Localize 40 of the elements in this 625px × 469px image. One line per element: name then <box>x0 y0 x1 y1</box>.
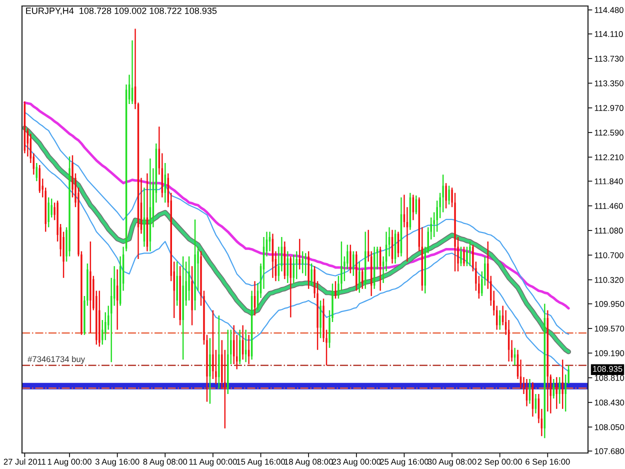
y-tick-label: 110.320 <box>594 276 624 283</box>
x-tick-label: 25 Aug 16:00 <box>380 458 428 466</box>
x-tick-label: 27 Jul 2011 <box>4 458 46 465</box>
x-tick-label: 23 Aug 00:00 <box>332 458 381 466</box>
candlestick <box>514 348 516 366</box>
y-tick-label: 112.970 <box>594 105 624 111</box>
y-tick-label: 114.110 <box>594 31 623 37</box>
y-tick-label: 108.810 <box>594 374 624 381</box>
x-tick-label: 15 Aug 16:00 <box>236 458 286 466</box>
y-tick-label: 109.570 <box>594 326 624 332</box>
x-tick-label: 11 Aug 00:00 <box>189 458 237 466</box>
y-tick-label: 109.950 <box>594 300 624 307</box>
y-tick-label: 107.680 <box>594 448 624 454</box>
x-tick-label: 8 Aug 08:00 <box>143 458 188 466</box>
y-tick-label: 108.050 <box>594 424 624 430</box>
y-tick-label: 108.430 <box>594 400 624 406</box>
y-tick-label: 109.190 <box>594 350 624 356</box>
line-series <box>24 144 570 372</box>
y-tick-label: 111.460 <box>594 203 623 209</box>
x-tick-label: 2 Sep 00:00 <box>478 458 522 466</box>
y-tick-label: 113.730 <box>594 56 624 62</box>
y-tick-label: 112.210 <box>594 154 624 160</box>
ref-line-label: #73461734 buy <box>28 356 85 364</box>
y-tick-label: 113.350 <box>594 80 624 86</box>
candlestick <box>131 40 134 104</box>
x-tick-label: 30 Aug 08:00 <box>428 458 476 466</box>
text: 108.935 <box>593 366 622 372</box>
x-tick-label: 1 Aug 00:00 <box>48 458 92 466</box>
y-tick-label: 112.590 <box>594 130 624 136</box>
y-tick-label: 110.700 <box>594 252 624 258</box>
y-tick-label: 111.080 <box>594 228 623 234</box>
candlestick <box>244 330 247 362</box>
candlestick <box>116 269 118 330</box>
x-tick-label: 3 Aug 16:00 <box>95 458 140 466</box>
x-tick-label: 6 Sep 16:00 <box>526 458 570 466</box>
x-tick-label: 18 Aug 08:00 <box>284 458 333 466</box>
y-tick-label: 111.840 <box>594 178 623 184</box>
candlestick <box>248 334 250 364</box>
y-tick-label: 114.480 <box>594 7 624 13</box>
chart-title: EURJPY,H4 108.728 109.002 108.722 108.935 <box>26 8 217 16</box>
